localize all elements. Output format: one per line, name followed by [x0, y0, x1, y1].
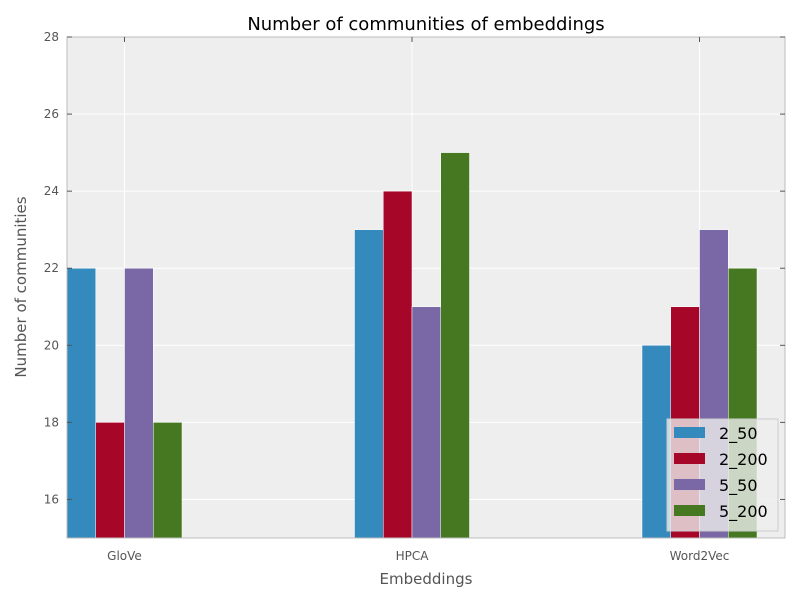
bar-2_50-HPCA [354, 229, 384, 539]
ticks: 16 18 20 22 24 26 28 GloVe HPCA Word2Vec [44, 30, 785, 563]
legend-label: 2_50 [719, 424, 758, 444]
legend-label: 2_200 [719, 450, 768, 470]
legend-swatch-5_200 [674, 505, 705, 516]
bar-5_50-GloVe [124, 267, 154, 539]
y-axis-label: Number of communities [12, 196, 30, 377]
legend-swatch-5_50 [674, 479, 705, 490]
legend: 2_50 2_200 5_50 5_200 [666, 418, 779, 532]
plot-frame [66, 36, 786, 539]
bar-5_50-HPCA [411, 306, 441, 539]
y-tick-label: 16 [44, 492, 59, 506]
bar-5_200-HPCA [440, 152, 470, 539]
bar-2_50-Word2Vec [641, 345, 671, 539]
x-tick-label: Word2Vec [670, 549, 730, 563]
y-tick-label: 22 [44, 261, 59, 275]
y-tick-label: 24 [44, 184, 59, 198]
x-tick-label: HPCA [396, 549, 430, 563]
y-tick-label: 18 [44, 415, 59, 429]
chart-title: Number of communities of embeddings [247, 14, 604, 35]
bar-2_200-HPCA [383, 190, 413, 539]
bar-2_200-GloVe [95, 422, 125, 539]
legend-label: 5_50 [719, 476, 758, 496]
legend-swatch-2_200 [674, 453, 705, 464]
y-tick-label: 28 [44, 30, 59, 44]
bar-2_50-GloVe [66, 267, 96, 539]
legend-label: 5_200 [719, 502, 768, 522]
y-tick-label: 26 [44, 107, 59, 121]
bar-5_200-GloVe [153, 422, 183, 539]
x-tick-label: GloVe [107, 549, 142, 563]
y-tick-label: 20 [44, 338, 59, 352]
legend-swatch-2_50 [674, 427, 705, 438]
x-axis-label: Embeddings [380, 570, 473, 588]
